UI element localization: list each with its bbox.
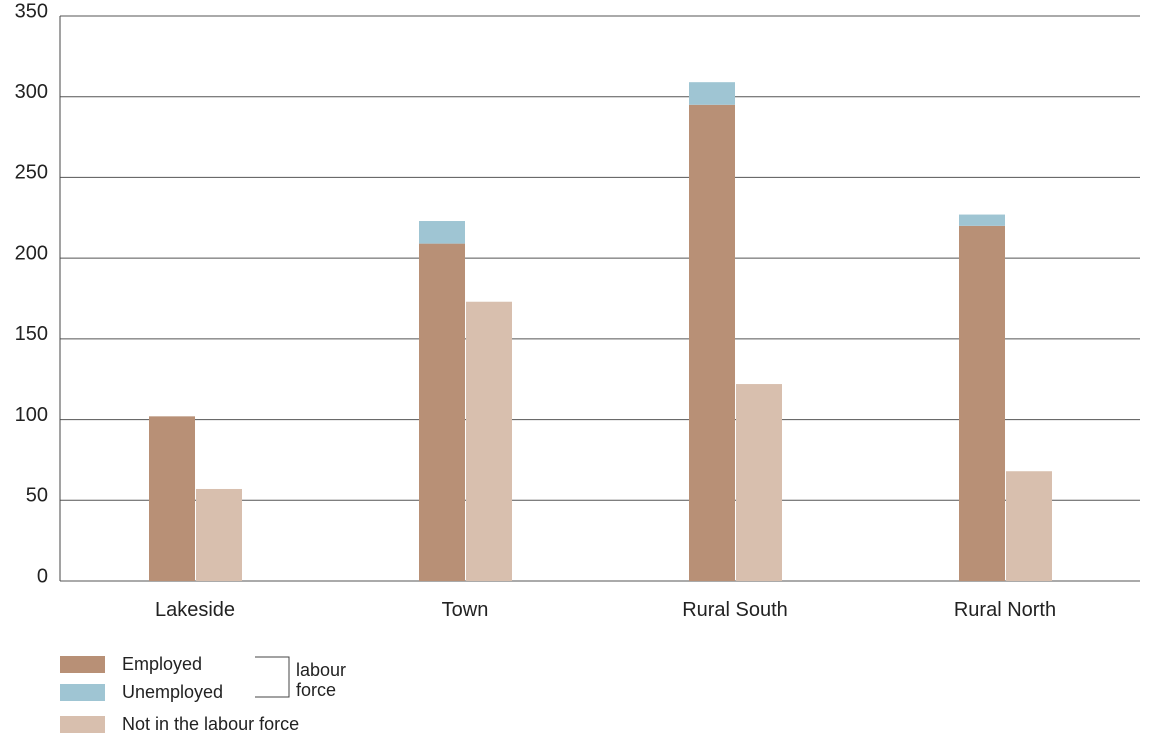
legend-swatch [60, 656, 105, 673]
bar [466, 301, 512, 581]
annotation: labour force [296, 660, 347, 700]
legend-label: Not in the labour force [122, 714, 300, 734]
legend-bracket [255, 656, 290, 698]
bar [689, 104, 735, 582]
bar [1006, 471, 1052, 581]
y-tick-label: 50 [26, 485, 48, 507]
bar [689, 82, 735, 105]
bar [959, 225, 1005, 581]
legend-label: Unemployed [122, 682, 224, 702]
y-tick-label: 150 [15, 323, 48, 345]
x-tick-label: Rural South [682, 599, 788, 621]
bar [149, 416, 195, 581]
legend-swatch [60, 684, 105, 701]
x-tick-label: Lakeside [154, 599, 236, 621]
y-tick-label: 100 [15, 404, 48, 426]
bar [419, 243, 465, 581]
y-tick-label: 0 [37, 565, 48, 587]
x-tick-label: Town [441, 599, 489, 621]
legend-swatch [60, 716, 105, 733]
y-tick-label: 200 [15, 242, 48, 264]
x-tick-label: Rural North [953, 599, 1057, 621]
bar [736, 384, 782, 581]
legend-label: Employed [122, 654, 203, 674]
bar [959, 214, 1005, 226]
bar [196, 488, 242, 581]
bar [419, 221, 465, 244]
y-tick-label: 350 [15, 0, 48, 22]
y-tick-label: 250 [15, 162, 48, 184]
y-tick-label: 300 [15, 81, 48, 103]
